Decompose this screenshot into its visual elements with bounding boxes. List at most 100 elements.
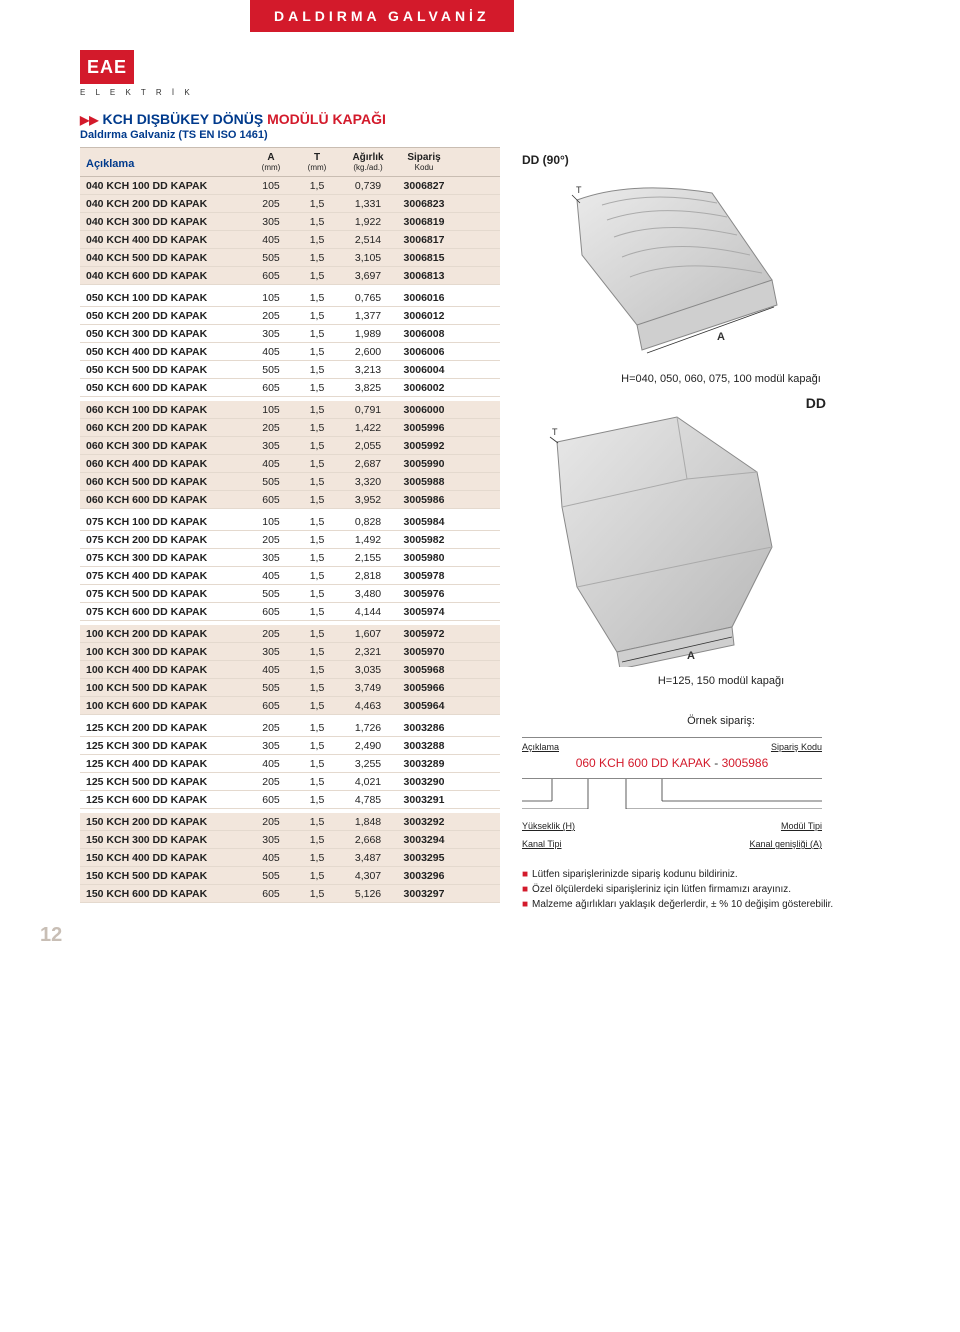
table-row: 100 KCH 500 DD KAPAK5051,53,7493005966 xyxy=(80,679,500,697)
cell-code: 3003290 xyxy=(396,776,452,788)
cell-a: 405 xyxy=(248,570,294,582)
page-number: 12 xyxy=(40,924,920,947)
cell-t: 1,5 xyxy=(294,852,340,864)
hdr-a: A(mm) xyxy=(248,148,294,176)
cell-t: 1,5 xyxy=(294,382,340,394)
fig1-caption: H=040, 050, 060, 075, 100 modül kapağı xyxy=(522,373,920,385)
example-code: 060 KCH 600 DD KAPAK - 3005986 xyxy=(522,754,822,779)
table-row: 060 KCH 200 DD KAPAK2051,51,4223005996 xyxy=(80,419,500,437)
example-legend: Yükseklik (H) Kanal Tipi Modül Tipi Kana… xyxy=(522,821,822,849)
table-row: 075 KCH 500 DD KAPAK5051,53,4803005976 xyxy=(80,585,500,603)
cell-desc: 075 KCH 300 DD KAPAK xyxy=(80,552,248,564)
cell-a: 205 xyxy=(248,628,294,640)
cell-weight: 1,848 xyxy=(340,816,396,828)
cell-code: 3006823 xyxy=(396,198,452,210)
cell-weight: 3,487 xyxy=(340,852,396,864)
table-group: 050 KCH 100 DD KAPAK1051,50,765300601605… xyxy=(80,289,500,397)
cell-weight: 0,765 xyxy=(340,292,396,304)
cell-desc: 100 KCH 200 DD KAPAK xyxy=(80,628,248,640)
table-row: 075 KCH 200 DD KAPAK2051,51,4923005982 xyxy=(80,531,500,549)
cell-a: 605 xyxy=(248,270,294,282)
cell-weight: 4,463 xyxy=(340,700,396,712)
table-row: 040 KCH 200 DD KAPAK2051,51,3313006823 xyxy=(80,195,500,213)
cell-desc: 040 KCH 300 DD KAPAK xyxy=(80,216,248,228)
cell-a: 505 xyxy=(248,870,294,882)
table-row: 150 KCH 200 DD KAPAK2051,51,8483003292 xyxy=(80,813,500,831)
cell-a: 405 xyxy=(248,758,294,770)
cell-code: 3005968 xyxy=(396,664,452,676)
cell-a: 605 xyxy=(248,794,294,806)
cell-code: 3005988 xyxy=(396,476,452,488)
cell-desc: 050 KCH 500 DD KAPAK xyxy=(80,364,248,376)
cell-code: 3003295 xyxy=(396,852,452,864)
cell-a: 605 xyxy=(248,700,294,712)
cell-weight: 1,331 xyxy=(340,198,396,210)
cell-weight: 2,668 xyxy=(340,834,396,846)
table-row: 040 KCH 300 DD KAPAK3051,51,9223006819 xyxy=(80,213,500,231)
cell-weight: 1,989 xyxy=(340,328,396,340)
cell-desc: 050 KCH 100 DD KAPAK xyxy=(80,292,248,304)
cell-desc: 040 KCH 200 DD KAPAK xyxy=(80,198,248,210)
svg-text:T: T xyxy=(552,427,558,437)
cell-weight: 4,144 xyxy=(340,606,396,618)
cell-code: 3003292 xyxy=(396,816,452,828)
svg-text:A: A xyxy=(717,331,725,343)
cell-a: 305 xyxy=(248,440,294,452)
cell-t: 1,5 xyxy=(294,776,340,788)
cell-a: 305 xyxy=(248,834,294,846)
table-header: Açıklama A(mm) T(mm) Ağırlık(kg./ad.) Si… xyxy=(80,147,500,177)
cell-code: 3006827 xyxy=(396,180,452,192)
cell-t: 1,5 xyxy=(294,364,340,376)
cell-a: 405 xyxy=(248,346,294,358)
cell-code: 3006012 xyxy=(396,310,452,322)
fig1-label: DD (90°) xyxy=(522,153,920,167)
cell-code: 3005974 xyxy=(396,606,452,618)
cell-code: 3006815 xyxy=(396,252,452,264)
cell-t: 1,5 xyxy=(294,758,340,770)
cell-a: 105 xyxy=(248,292,294,304)
table-row: 125 KCH 600 DD KAPAK6051,54,7853003291 xyxy=(80,791,500,809)
cell-weight: 3,952 xyxy=(340,494,396,506)
example-box: Açıklama Sipariş Kodu 060 KCH 600 DD KAP… xyxy=(522,737,822,849)
cell-weight: 0,739 xyxy=(340,180,396,192)
table-row: 100 KCH 200 DD KAPAK2051,51,6073005972 xyxy=(80,625,500,643)
table-row: 100 KCH 400 DD KAPAK4051,53,0353005968 xyxy=(80,661,500,679)
cell-t: 1,5 xyxy=(294,588,340,600)
legend-height: Yükseklik (H) xyxy=(522,821,575,831)
cell-code: 3003286 xyxy=(396,722,452,734)
cell-code: 3003288 xyxy=(396,740,452,752)
table-row: 050 KCH 200 DD KAPAK2051,51,3773006012 xyxy=(80,307,500,325)
cell-code: 3005976 xyxy=(396,588,452,600)
table-row: 040 KCH 100 DD KAPAK1051,50,7393006827 xyxy=(80,177,500,195)
logo-subtext: E L E K T R İ K xyxy=(80,88,920,97)
cell-desc: 150 KCH 200 DD KAPAK xyxy=(80,816,248,828)
cell-a: 305 xyxy=(248,216,294,228)
cell-t: 1,5 xyxy=(294,888,340,900)
cell-t: 1,5 xyxy=(294,606,340,618)
cell-a: 205 xyxy=(248,722,294,734)
example-head-right: Sipariş Kodu xyxy=(771,742,822,752)
cell-code: 3005990 xyxy=(396,458,452,470)
svg-text:A: A xyxy=(687,650,695,662)
title-pre: KCH DIŞBÜKEY DÖNÜŞ xyxy=(102,111,267,127)
cell-weight: 4,021 xyxy=(340,776,396,788)
cell-t: 1,5 xyxy=(294,440,340,452)
cell-t: 1,5 xyxy=(294,476,340,488)
cell-weight: 3,105 xyxy=(340,252,396,264)
table-row: 150 KCH 400 DD KAPAK4051,53,4873003295 xyxy=(80,849,500,867)
cell-code: 3003291 xyxy=(396,794,452,806)
table-row: 075 KCH 600 DD KAPAK6051,54,1443005974 xyxy=(80,603,500,621)
table-row: 060 KCH 600 DD KAPAK6051,53,9523005986 xyxy=(80,491,500,509)
table-group: 075 KCH 100 DD KAPAK1051,50,828300598407… xyxy=(80,513,500,621)
cell-a: 305 xyxy=(248,552,294,564)
table-row: 075 KCH 100 DD KAPAK1051,50,8283005984 xyxy=(80,513,500,531)
cell-a: 305 xyxy=(248,646,294,658)
cell-t: 1,5 xyxy=(294,534,340,546)
hdr-code: SiparişKodu xyxy=(396,148,452,176)
cell-desc: 100 KCH 600 DD KAPAK xyxy=(80,700,248,712)
cell-desc: 050 KCH 300 DD KAPAK xyxy=(80,328,248,340)
cell-t: 1,5 xyxy=(294,180,340,192)
cell-weight: 2,055 xyxy=(340,440,396,452)
cell-desc: 060 KCH 400 DD KAPAK xyxy=(80,458,248,470)
cell-desc: 125 KCH 300 DD KAPAK xyxy=(80,740,248,752)
